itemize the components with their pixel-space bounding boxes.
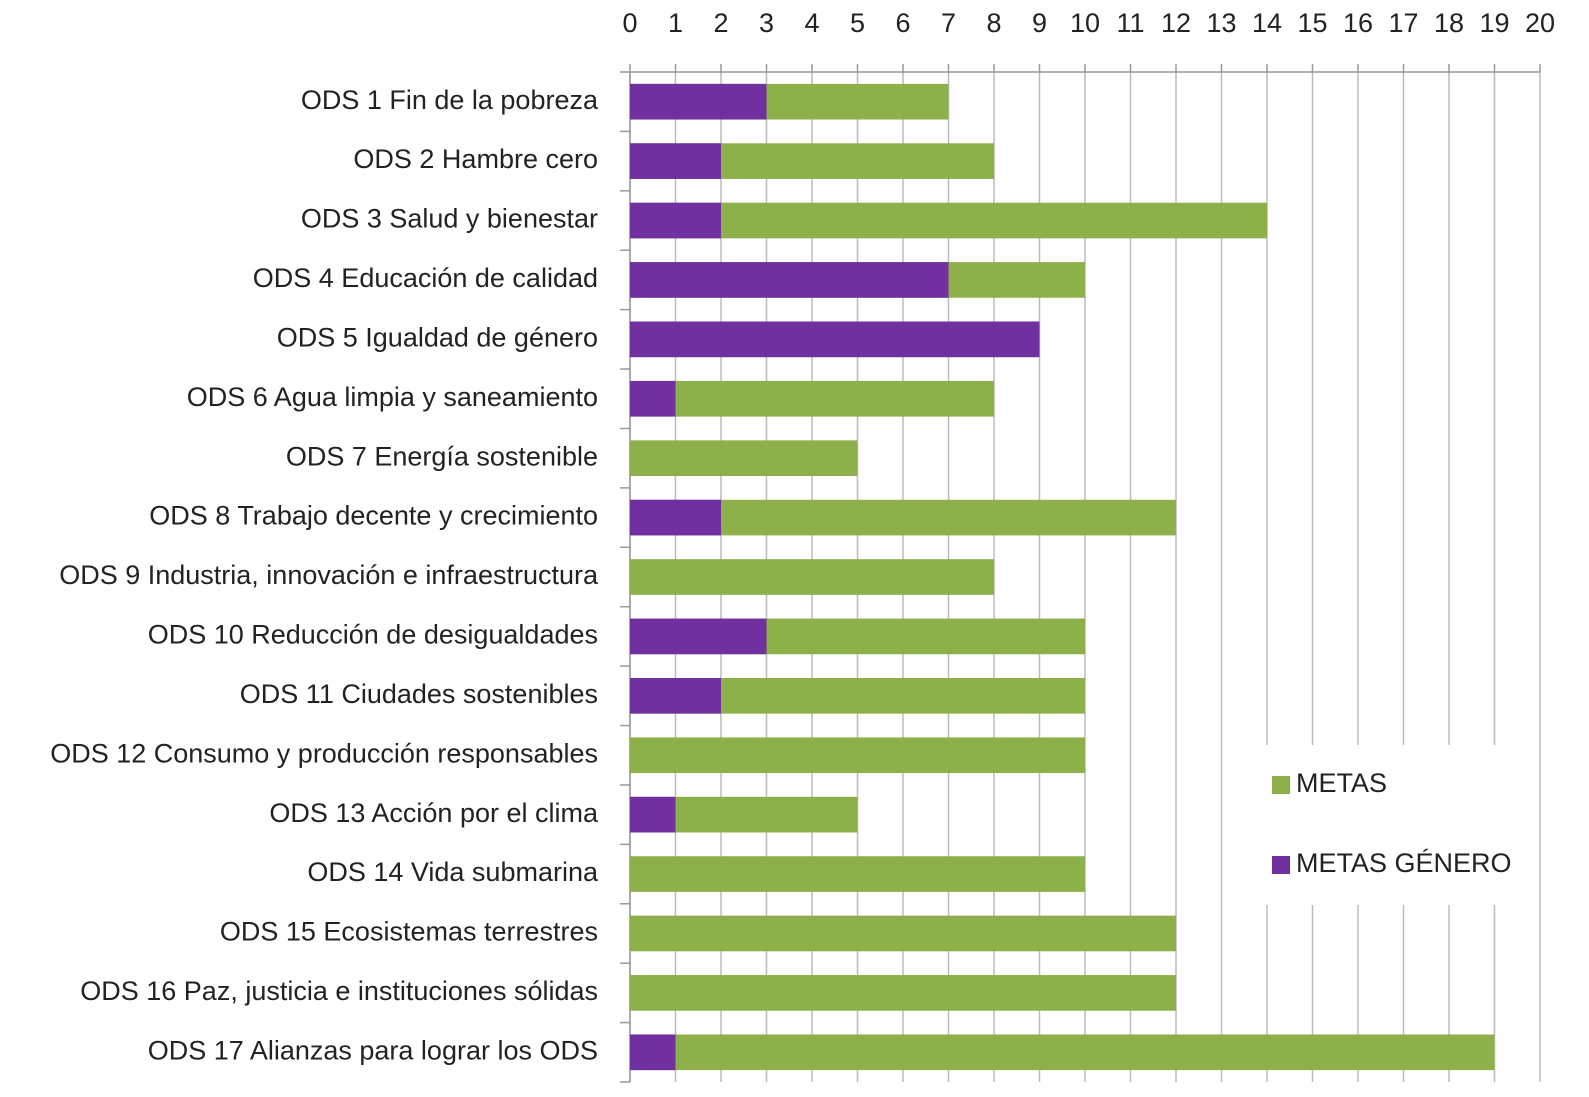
bar <box>630 915 1176 952</box>
y-tick-label: ODS 11 Ciudades sostenibles <box>240 679 598 709</box>
y-tick-label: ODS 8 Trabajo decente y crecimiento <box>149 501 598 531</box>
y-tick-label: ODS 9 Industria, innovación e infraestru… <box>59 560 599 590</box>
bar <box>630 796 676 833</box>
bar <box>630 856 1085 892</box>
bar <box>630 559 994 595</box>
y-tick-label: ODS 3 Salud y bienestar <box>301 204 598 234</box>
x-tick-label: 2 <box>713 8 728 38</box>
y-tick-label: ODS 5 Igualdad de género <box>277 322 598 352</box>
x-tick-label: 1 <box>668 8 683 38</box>
x-tick-label: 7 <box>941 8 956 38</box>
y-tick-label: ODS 15 Ecosistemas terrestres <box>220 917 598 947</box>
bar <box>630 440 858 476</box>
legend-swatch <box>1272 856 1290 874</box>
bar <box>630 380 994 417</box>
bar <box>630 83 767 120</box>
bar <box>630 321 1040 358</box>
bar <box>630 380 676 417</box>
bar <box>630 678 721 714</box>
x-tick-label: 0 <box>622 8 637 38</box>
x-tick-label: 6 <box>895 8 910 38</box>
x-tick-label: 3 <box>759 8 774 38</box>
y-tick-label: ODS 6 Agua limpia y saneamiento <box>187 382 598 412</box>
y-tick-label: ODS 14 Vida submarina <box>307 857 599 887</box>
bar <box>630 975 1176 1011</box>
y-tick-label: ODS 12 Consumo y producción responsables <box>50 738 598 768</box>
grid <box>629 72 1541 1082</box>
y-tick-label: ODS 13 Acción por el clima <box>269 798 599 828</box>
x-tick-label: 8 <box>986 8 1001 38</box>
x-tick-label: 15 <box>1297 8 1327 38</box>
bar <box>630 202 721 239</box>
y-tick-label: ODS 1 Fin de la pobreza <box>301 85 599 115</box>
x-tick-label: 10 <box>1070 8 1100 38</box>
x-tick-label: 9 <box>1032 8 1047 38</box>
x-tick-label: 11 <box>1116 8 1144 38</box>
y-tick-label: ODS 2 Hambre cero <box>353 144 598 174</box>
x-tick-label: 16 <box>1343 8 1373 38</box>
bar <box>630 202 1267 239</box>
x-tick-label: 12 <box>1161 8 1191 38</box>
x-tick-label: 19 <box>1479 8 1509 38</box>
legend-label: METAS <box>1296 768 1387 798</box>
bar <box>630 499 721 536</box>
y-tick-label: ODS 17 Alianzas para lograr los ODS <box>148 1035 598 1065</box>
legend-box <box>1262 745 1512 905</box>
x-tick-label: 18 <box>1434 8 1464 38</box>
y-tick-label: ODS 4 Educación de calidad <box>253 263 598 293</box>
x-tick-label: 20 <box>1525 8 1555 38</box>
bar <box>630 1034 676 1071</box>
bar <box>630 262 949 298</box>
y-tick-label: ODS 10 Reducción de desigualdades <box>148 620 598 650</box>
bar <box>630 618 767 655</box>
bar <box>630 143 721 179</box>
y-tick-label: ODS 16 Paz, justicia e instituciones sól… <box>80 976 598 1006</box>
bar <box>630 737 1085 774</box>
y-tick-label: ODS 7 Energía sostenible <box>286 441 598 471</box>
x-tick-label: 5 <box>850 8 865 38</box>
bar <box>630 1034 1495 1071</box>
x-tick-label: 14 <box>1252 8 1282 38</box>
x-tick-label: 17 <box>1388 8 1418 38</box>
legend-label: METAS GÉNERO <box>1296 848 1512 878</box>
legend-swatch <box>1272 776 1290 794</box>
x-tick-label: 13 <box>1206 8 1236 38</box>
x-tick-label: 4 <box>804 8 819 38</box>
